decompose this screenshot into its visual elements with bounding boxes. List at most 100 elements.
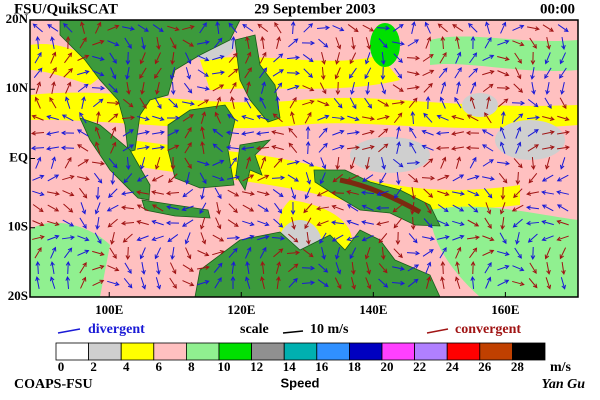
- wind-arrow: [167, 129, 180, 137]
- wind-arrow: [184, 157, 192, 169]
- wind-arrow: [259, 51, 267, 64]
- wind-arrow: [197, 250, 210, 257]
- wind-arrow: [546, 262, 551, 275]
- wind-arrow: [256, 131, 270, 136]
- wind-arrow: [288, 233, 299, 243]
- wind-arrow: [63, 68, 73, 78]
- wind-arrow: [423, 82, 433, 93]
- wind-arrow: [347, 204, 359, 212]
- wind-arrow: [63, 203, 74, 213]
- wind-arrow: [182, 101, 195, 106]
- wind-arrow: [454, 67, 462, 79]
- wind-arrow: [229, 81, 237, 94]
- wind-arrow: [122, 26, 135, 31]
- wind-arrow: [255, 145, 270, 151]
- wind-arrow: [182, 114, 194, 122]
- colorbar-box: [185, 342, 220, 361]
- wind-arrow: [106, 204, 119, 212]
- wind-arrow: [182, 25, 195, 31]
- wind-arrow: [77, 176, 90, 181]
- wind-arrow: [396, 141, 401, 154]
- wind-arrow: [95, 21, 102, 34]
- wind-arrow: [526, 191, 539, 196]
- wind-arrow: [316, 220, 329, 227]
- wind-arrow: [62, 174, 75, 181]
- wind-arrow: [77, 69, 90, 76]
- wind-arrow: [437, 204, 449, 213]
- wind-arrow: [49, 276, 56, 289]
- wind-arrow: [93, 172, 103, 184]
- wind-arrow: [470, 81, 477, 94]
- wind-arrow: [286, 70, 301, 76]
- wind-arrow: [141, 37, 146, 50]
- wind-arrow: [317, 100, 330, 107]
- wind-arrow: [527, 98, 539, 108]
- colorbar-label: Speed: [280, 375, 319, 390]
- wind-arrow: [96, 111, 101, 125]
- wind-arrow: [497, 70, 510, 77]
- wind-arrow: [376, 25, 391, 31]
- wind-arrow: [393, 112, 403, 124]
- wind-arrow: [439, 51, 447, 64]
- wind-arrow: [141, 262, 146, 275]
- colorbar-box: [512, 342, 546, 361]
- wind-arrow: [49, 67, 57, 79]
- wind-arrow: [64, 96, 71, 109]
- wind-arrow: [95, 186, 101, 201]
- wind-arrow: [230, 96, 235, 109]
- wind-arrow: [140, 277, 147, 290]
- wind-arrow: [423, 188, 434, 198]
- wind-arrow: [227, 175, 240, 180]
- wind-arrow: [94, 232, 102, 245]
- wind-arrow: [319, 172, 326, 185]
- wind-arrow: [467, 219, 480, 227]
- wind-arrow: [165, 190, 180, 196]
- wind-arrow: [425, 95, 431, 110]
- wind-arrow: [46, 146, 59, 151]
- wind-arrow: [151, 219, 164, 226]
- wind-arrow: [513, 83, 524, 93]
- wind-arrow: [94, 141, 101, 154]
- wind-arrow: [79, 112, 87, 124]
- wind-arrow: [423, 158, 434, 168]
- wind-arrow: [245, 246, 252, 259]
- wind-arrow: [544, 67, 552, 80]
- wind-arrow: [515, 141, 522, 154]
- wind-arrow: [483, 187, 493, 199]
- wind-arrow: [435, 145, 450, 151]
- wind-arrow: [290, 201, 296, 216]
- wind-arrow: [561, 37, 566, 50]
- wind-arrow: [452, 24, 464, 32]
- wind-arrow: [545, 82, 550, 95]
- wind-arrow: [470, 275, 476, 290]
- wind-arrow: [560, 277, 567, 290]
- wind-arrow: [288, 277, 298, 288]
- wind-arrow: [136, 235, 149, 242]
- wind-arrow: [168, 173, 178, 183]
- wind-arrow: [77, 159, 89, 167]
- wind-arrow: [47, 220, 60, 227]
- wind-arrow: [512, 280, 525, 286]
- wind-arrow: [228, 52, 238, 63]
- wind-arrow: [559, 247, 567, 260]
- wind-arrow: [276, 36, 281, 49]
- wind-arrow: [393, 218, 403, 229]
- wind-arrow: [214, 277, 222, 289]
- wind-arrow: [556, 190, 569, 195]
- wind-arrow: [544, 97, 552, 110]
- wind-arrow: [228, 22, 238, 33]
- wind-arrow: [482, 69, 495, 76]
- wind-arrow: [185, 67, 192, 80]
- wind-arrow: [349, 97, 357, 110]
- wind-arrow: [213, 262, 223, 273]
- wind-arrow: [167, 144, 180, 152]
- wind-arrow: [287, 84, 300, 91]
- colorbar-box: [414, 342, 448, 361]
- wind-arrow: [465, 130, 480, 136]
- wind-arrow: [465, 145, 480, 151]
- wind-arrow: [225, 130, 240, 136]
- wind-arrow: [169, 37, 177, 50]
- wind-arrow: [392, 41, 405, 46]
- wind-arrow: [527, 26, 540, 31]
